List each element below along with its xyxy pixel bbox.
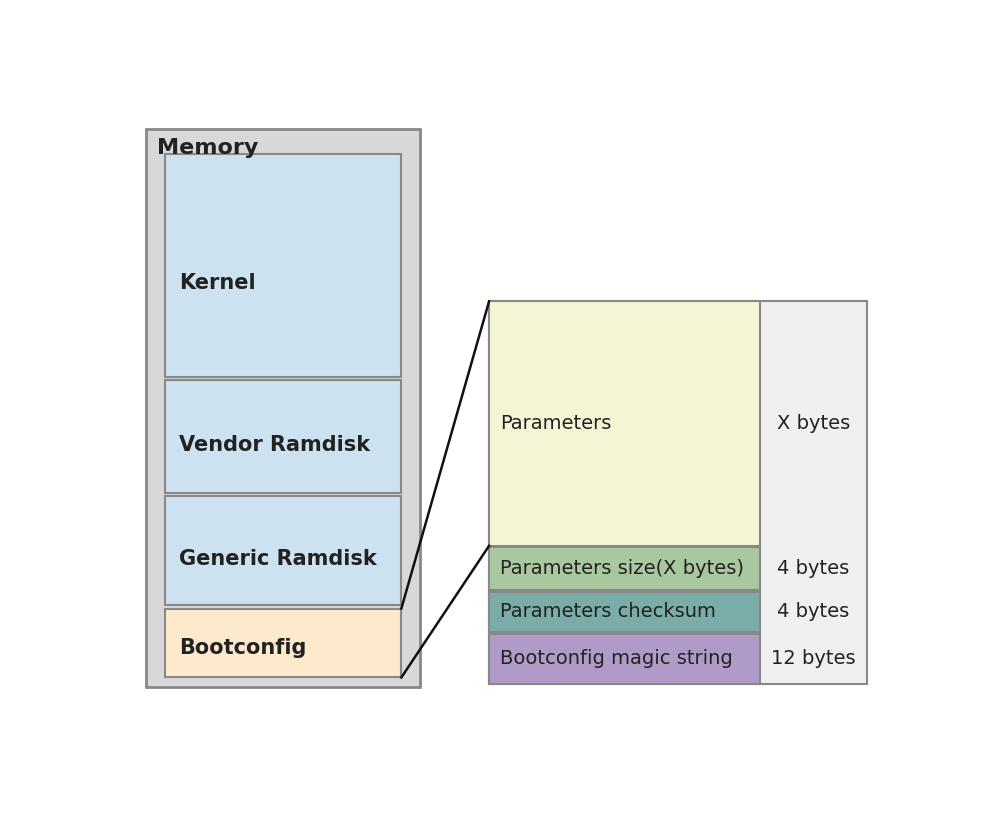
Text: X bytes: X bytes	[776, 414, 850, 433]
Text: Bootconfig magic string: Bootconfig magic string	[501, 649, 733, 668]
Text: Vendor Ramdisk: Vendor Ramdisk	[179, 435, 370, 455]
Text: 4 bytes: 4 bytes	[777, 559, 849, 578]
Bar	[165, 154, 401, 377]
Bar	[165, 496, 401, 606]
Text: Parameters checksum: Parameters checksum	[501, 602, 716, 621]
Bar	[165, 609, 401, 677]
Bar	[489, 633, 760, 684]
Text: Parameters: Parameters	[501, 414, 612, 433]
Text: Parameters size(X bytes): Parameters size(X bytes)	[501, 559, 745, 578]
Text: Kernel: Kernel	[179, 274, 255, 293]
Text: Memory: Memory	[157, 138, 259, 159]
Text: 12 bytes: 12 bytes	[770, 649, 855, 668]
Bar	[489, 547, 760, 589]
Bar	[489, 301, 867, 684]
Bar	[165, 379, 401, 492]
Bar	[489, 301, 760, 546]
Text: Bootconfig: Bootconfig	[179, 638, 306, 659]
Bar	[489, 592, 760, 632]
Bar	[146, 129, 420, 687]
Text: 4 bytes: 4 bytes	[777, 602, 849, 621]
Text: Generic Ramdisk: Generic Ramdisk	[179, 549, 377, 569]
